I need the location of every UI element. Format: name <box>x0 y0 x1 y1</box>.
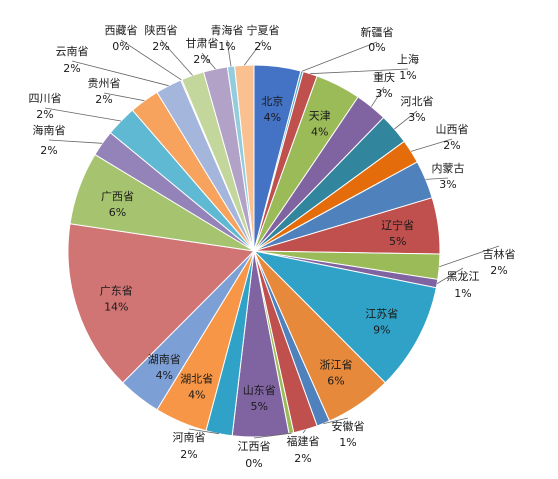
slice-label-21: 广东省 <box>100 285 133 298</box>
leader-line-25 <box>103 92 145 102</box>
slice-label-15: 福建省 <box>287 434 320 448</box>
slice-percent-16: 0% <box>245 457 262 470</box>
slice-percent-14: 1% <box>339 436 356 449</box>
slice-label-28: 陕西省 <box>145 23 178 37</box>
slice-label-7: 山西省 <box>436 123 469 136</box>
leader-line-2 <box>301 41 378 72</box>
leader-line-14 <box>323 417 349 424</box>
slice-percent-20: 4% <box>156 369 173 382</box>
slice-percent-2: 0% <box>368 41 385 54</box>
slice-label-17: 山东省 <box>243 384 276 397</box>
slice-label-8: 内蒙古 <box>432 161 465 175</box>
leader-line-10 <box>439 245 500 268</box>
slice-percent-21: 14% <box>104 301 128 314</box>
slice-percent-9: 5% <box>389 235 406 248</box>
pie-slice-21 <box>67 223 256 384</box>
leader-line-28 <box>160 39 193 76</box>
slice-label-4: 天津 <box>309 110 331 123</box>
leader-line-5 <box>370 86 385 107</box>
slice-label-5: 重庆 <box>373 70 395 84</box>
slice-percent-31: 2% <box>254 40 271 53</box>
pie-slice-12 <box>252 250 437 384</box>
slice-percent-12: 9% <box>373 324 390 337</box>
slice-percent-28: 2% <box>152 40 169 53</box>
slice-label-6: 河北省 <box>401 95 434 108</box>
slice-percent-22: 6% <box>109 206 126 219</box>
slice-label-2: 新疆省 <box>361 25 394 39</box>
leader-line-30 <box>226 39 232 67</box>
slice-label-16: 江西省 <box>238 440 271 453</box>
leader-line-11 <box>436 267 464 284</box>
slice-label-31: 宁夏省 <box>247 23 280 37</box>
pie-slices <box>67 64 441 438</box>
slice-label-20: 湖南省 <box>148 353 181 366</box>
slice-label-29: 甘肃省 <box>186 37 219 50</box>
slice-label-18: 河南省 <box>173 431 206 444</box>
leader-line-8 <box>425 177 449 180</box>
slice-percent-7: 2% <box>443 139 460 152</box>
slice-label-9: 辽宁省 <box>381 218 414 232</box>
slice-percent-3: 1% <box>399 69 416 82</box>
slice-percent-15: 2% <box>294 452 311 465</box>
slice-labels: 北京 4% 新疆省 0% 上海 1% 天津 4% 重庆 3% 河北省 3% 山西省 2% 内蒙古 3% 辽宁省 5… <box>29 23 516 470</box>
slice-percent-23: 2% <box>40 144 57 157</box>
slice-percent-26: 2% <box>63 62 80 75</box>
slice-label-11: 黑龙江 <box>447 270 480 283</box>
slice-percent-1: 4% <box>264 111 281 124</box>
slice-percent-6: 3% <box>408 111 425 124</box>
slice-percent-5: 3% <box>375 87 392 100</box>
slice-percent-24: 2% <box>36 108 53 121</box>
slice-percent-19: 4% <box>188 388 205 401</box>
leader-line-7 <box>410 138 453 152</box>
leader-lines <box>44 39 500 439</box>
slice-percent-29: 2% <box>193 53 210 66</box>
leader-line-24 <box>44 107 122 122</box>
leader-line-16 <box>253 432 292 439</box>
slice-label-13: 浙江省 <box>320 359 353 372</box>
leader-line-27 <box>120 39 182 81</box>
leader-line-23 <box>48 139 103 144</box>
slice-label-19: 湖北省 <box>180 372 213 385</box>
slice-percent-27: 0% <box>112 40 129 53</box>
leader-line-6 <box>394 110 418 130</box>
leader-line-15 <box>302 429 306 434</box>
slice-percent-18: 2% <box>180 448 197 461</box>
leader-line-26 <box>71 60 169 87</box>
slice-label-12: 江苏省 <box>365 308 398 321</box>
slice-percent-4: 4% <box>311 126 328 139</box>
slice-percent-30: 1% <box>218 40 235 53</box>
leader-line-18 <box>188 428 220 435</box>
slice-label-25: 贵州省 <box>88 77 121 90</box>
leader-line-29 <box>201 52 216 70</box>
slice-percent-10: 2% <box>490 264 507 277</box>
slice-label-23: 海南省 <box>33 123 66 137</box>
slice-label-27: 西藏省 <box>105 24 138 37</box>
slice-label-1: 北京 <box>261 94 283 108</box>
leader-line-31 <box>243 39 264 66</box>
slice-percent-8: 3% <box>439 178 456 191</box>
slice-percent-13: 6% <box>327 375 344 388</box>
slice-percent-17: 5% <box>250 400 267 413</box>
slice-percent-25: 2% <box>95 93 112 106</box>
slice-label-24: 四川省 <box>29 92 62 105</box>
slice-label-10: 吉林省 <box>483 247 516 261</box>
slice-label-3: 上海 <box>397 52 419 66</box>
slice-percent-11: 1% <box>454 287 471 300</box>
slice-label-26: 云南省 <box>56 45 89 58</box>
slice-label-30: 青海省 <box>211 23 244 37</box>
leader-line-3 <box>310 68 409 75</box>
slice-label-14: 安徽省 <box>332 419 365 433</box>
slice-label-22: 广西省 <box>101 190 134 203</box>
